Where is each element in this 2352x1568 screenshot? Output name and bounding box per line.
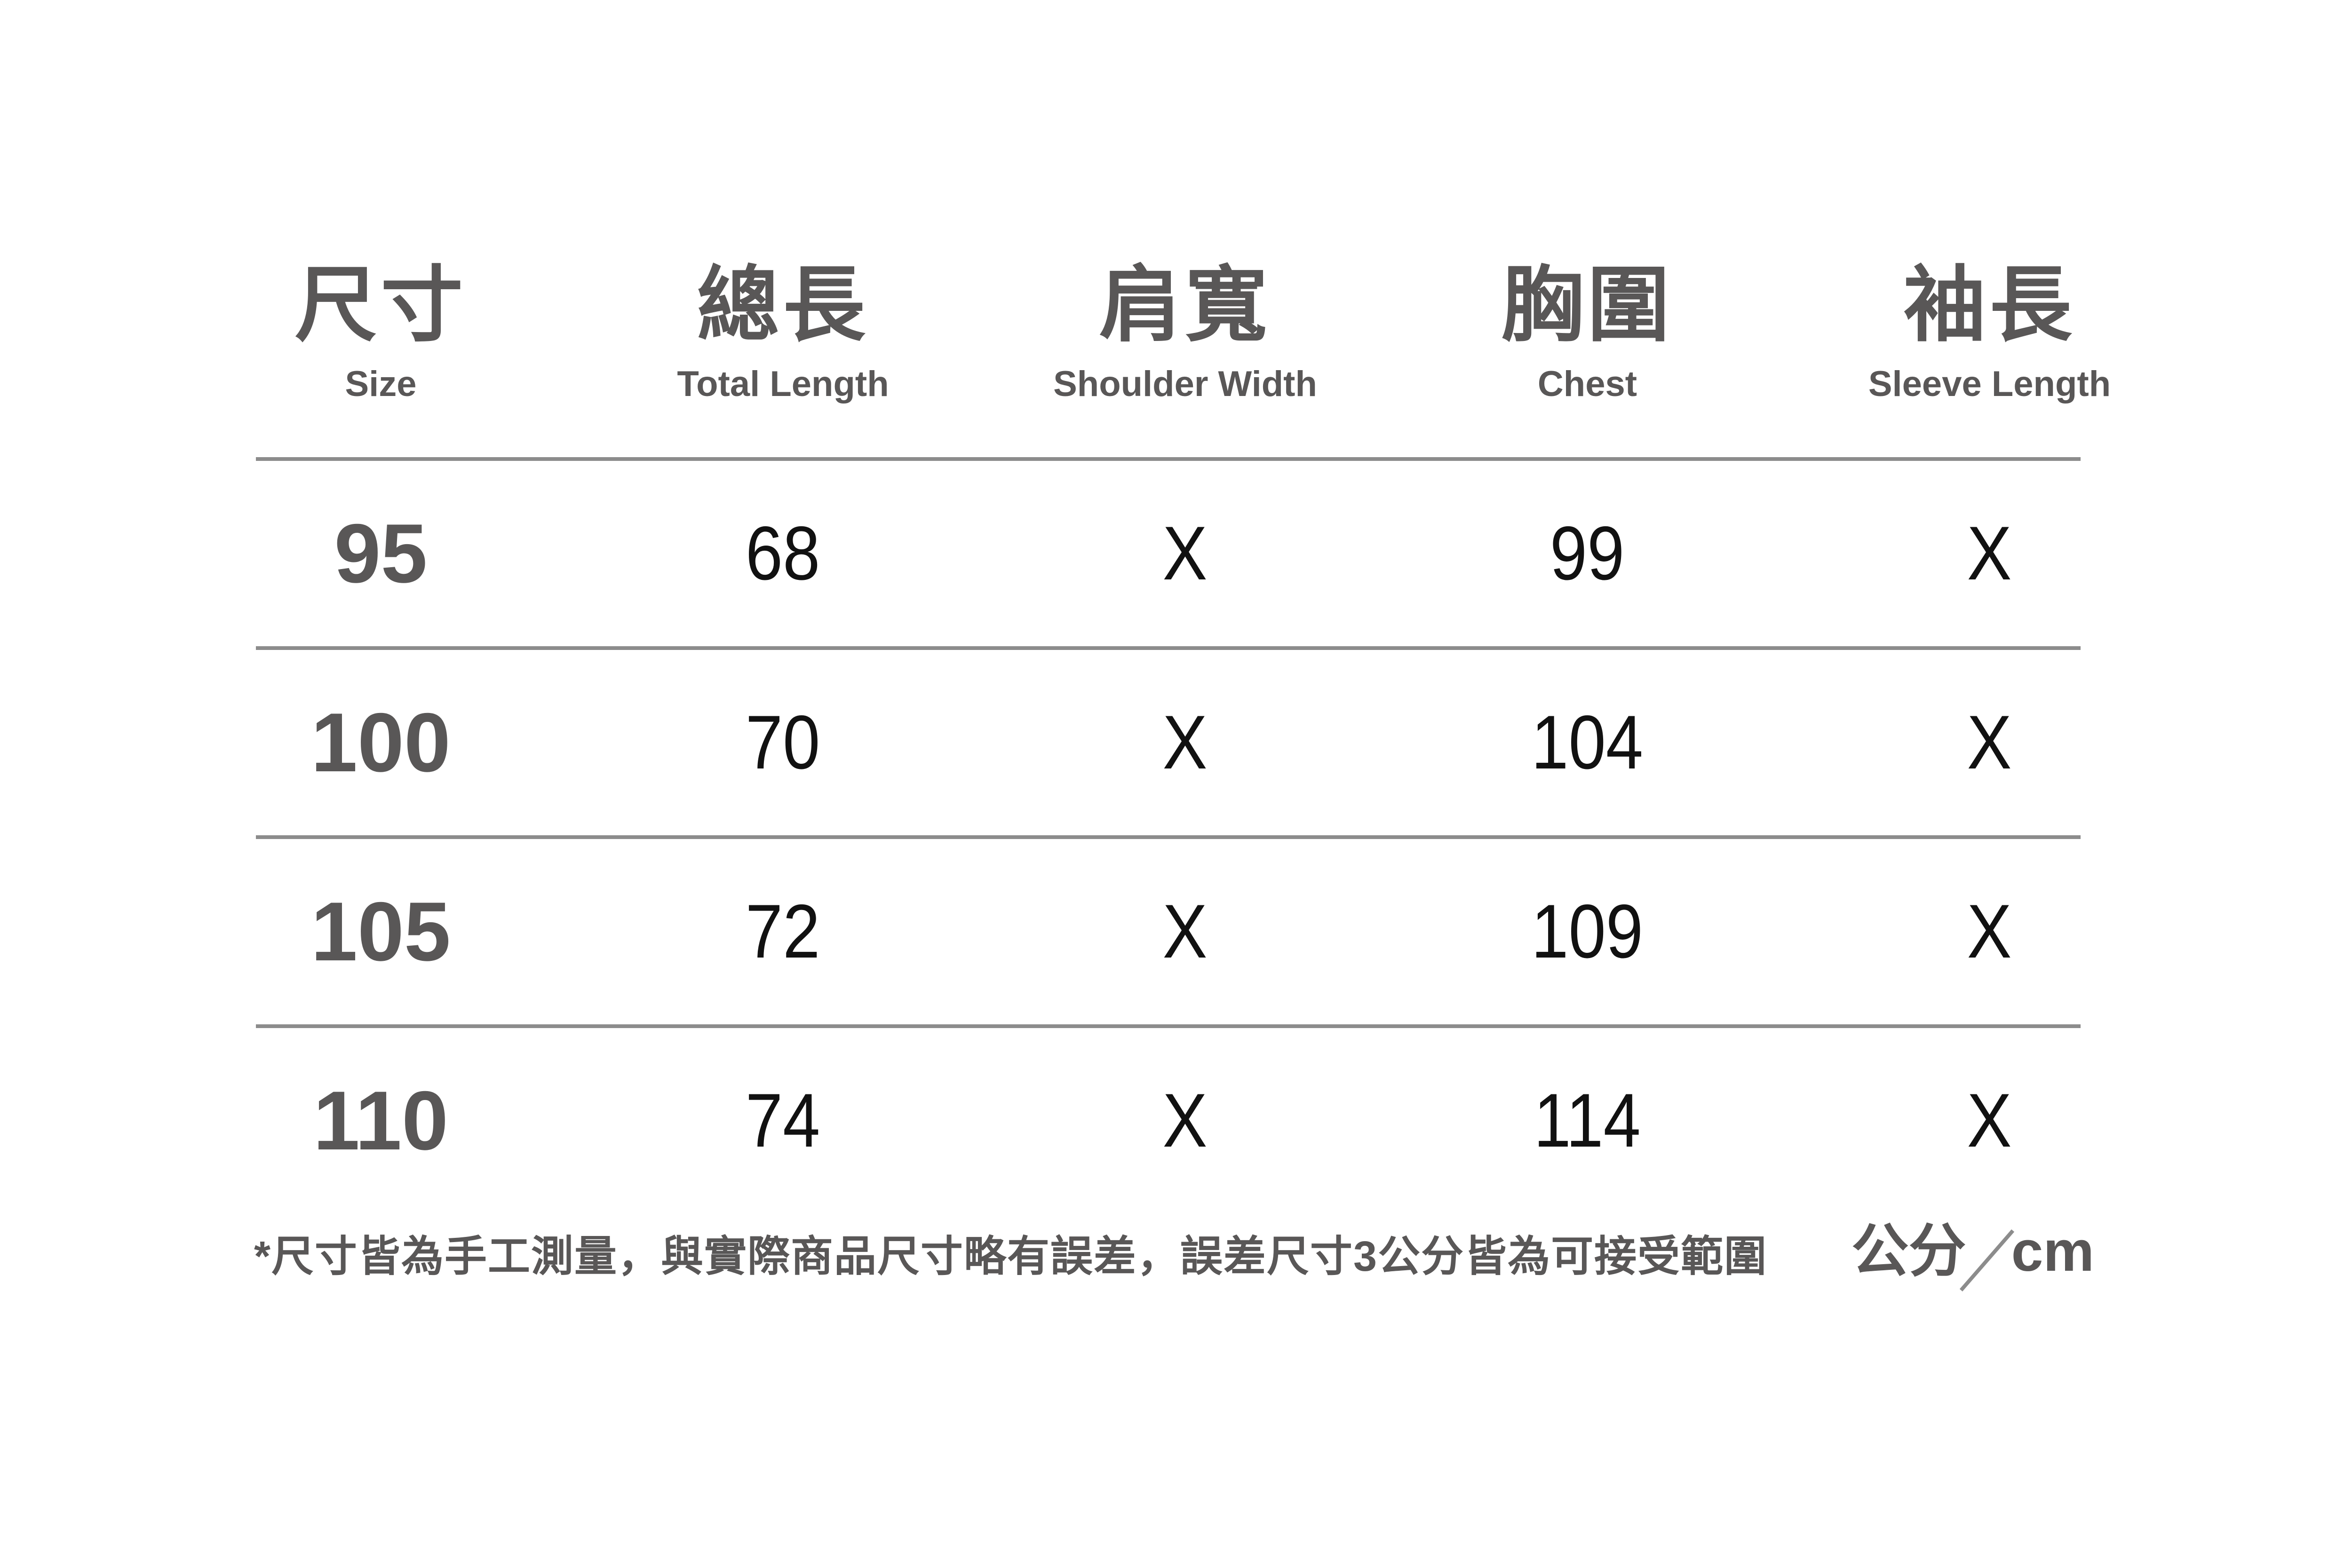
table-rule [256,1024,2081,1028]
header-zh-chest: 胸圍 [1501,260,1674,351]
cell-sleeve-length: X [1967,1078,2012,1163]
unit-label-zh: 公分 [1851,1219,1966,1283]
cell-total-length: 68 [746,511,820,596]
cell-shoulder-width: X [1162,1078,1208,1163]
table-rule [256,457,2081,461]
cell-size: 100 [311,696,451,789]
table-header: 尺寸 Size 總長 Total Length 肩寬 Shoulder Widt… [180,264,2191,402]
header-col-chest: 胸圍 Chest [1386,264,1788,402]
cell-chest: 99 [1550,511,1625,596]
table-rule [256,835,2081,839]
header-zh-sleeve-length: 袖長 [1903,260,2076,351]
cell-shoulder-width: X [1162,511,1208,596]
cell-size: 110 [313,1074,449,1167]
cell-total-length: 70 [746,700,820,785]
table-row: 100 70 X 104 X [180,686,2191,799]
slash-icon [1959,1229,2014,1292]
header-en-chest: Chest [1537,364,1637,404]
header-zh-total-length: 總長 [697,260,869,351]
footer-note: *尺寸皆為手工測量，與實際商品尺寸略有誤差，誤差尺寸3公分皆為可接受範圍 [254,1233,1768,1281]
cell-chest: 114 [1534,1078,1641,1163]
header-en-total-length: Total Length [677,364,889,404]
header-col-size: 尺寸 Size [180,264,582,402]
unit-label: 公分 cm [1851,1219,2094,1292]
cell-sleeve-length: X [1967,511,2012,596]
cell-size: 95 [334,507,428,600]
cell-chest: 104 [1531,700,1644,785]
cell-sleeve-length: X [1967,889,2012,974]
cell-total-length: 72 [746,889,820,974]
header-zh-size: 尺寸 [294,260,467,351]
unit-label-cm: cm [2011,1219,2094,1283]
table-row: 110 74 X 114 X [180,1064,2191,1177]
cell-chest: 109 [1531,889,1644,974]
cell-shoulder-width: X [1162,889,1208,974]
table-rule [256,646,2081,650]
header-en-shoulder-width: Shoulder Width [1053,364,1317,404]
cell-total-length: 74 [746,1078,820,1163]
header-col-shoulder-width: 肩寬 Shoulder Width [984,264,1386,402]
header-en-size: Size [345,364,417,404]
table-footer: *尺寸皆為手工測量，與實際商品尺寸略有誤差，誤差尺寸3公分皆為可接受範圍 公分 c… [254,1219,2094,1292]
table-row: 95 68 X 99 X [180,497,2191,610]
cell-size: 105 [311,885,451,978]
header-en-sleeve-length: Sleeve Length [1868,364,2111,404]
header-col-sleeve-length: 袖長 Sleeve Length [1788,264,2191,402]
cell-sleeve-length: X [1967,700,2012,785]
table-row: 105 72 X 109 X [180,875,2191,988]
header-col-total-length: 總長 Total Length [582,264,984,402]
header-zh-shoulder-width: 肩寬 [1099,260,1271,351]
cell-shoulder-width: X [1162,700,1208,785]
